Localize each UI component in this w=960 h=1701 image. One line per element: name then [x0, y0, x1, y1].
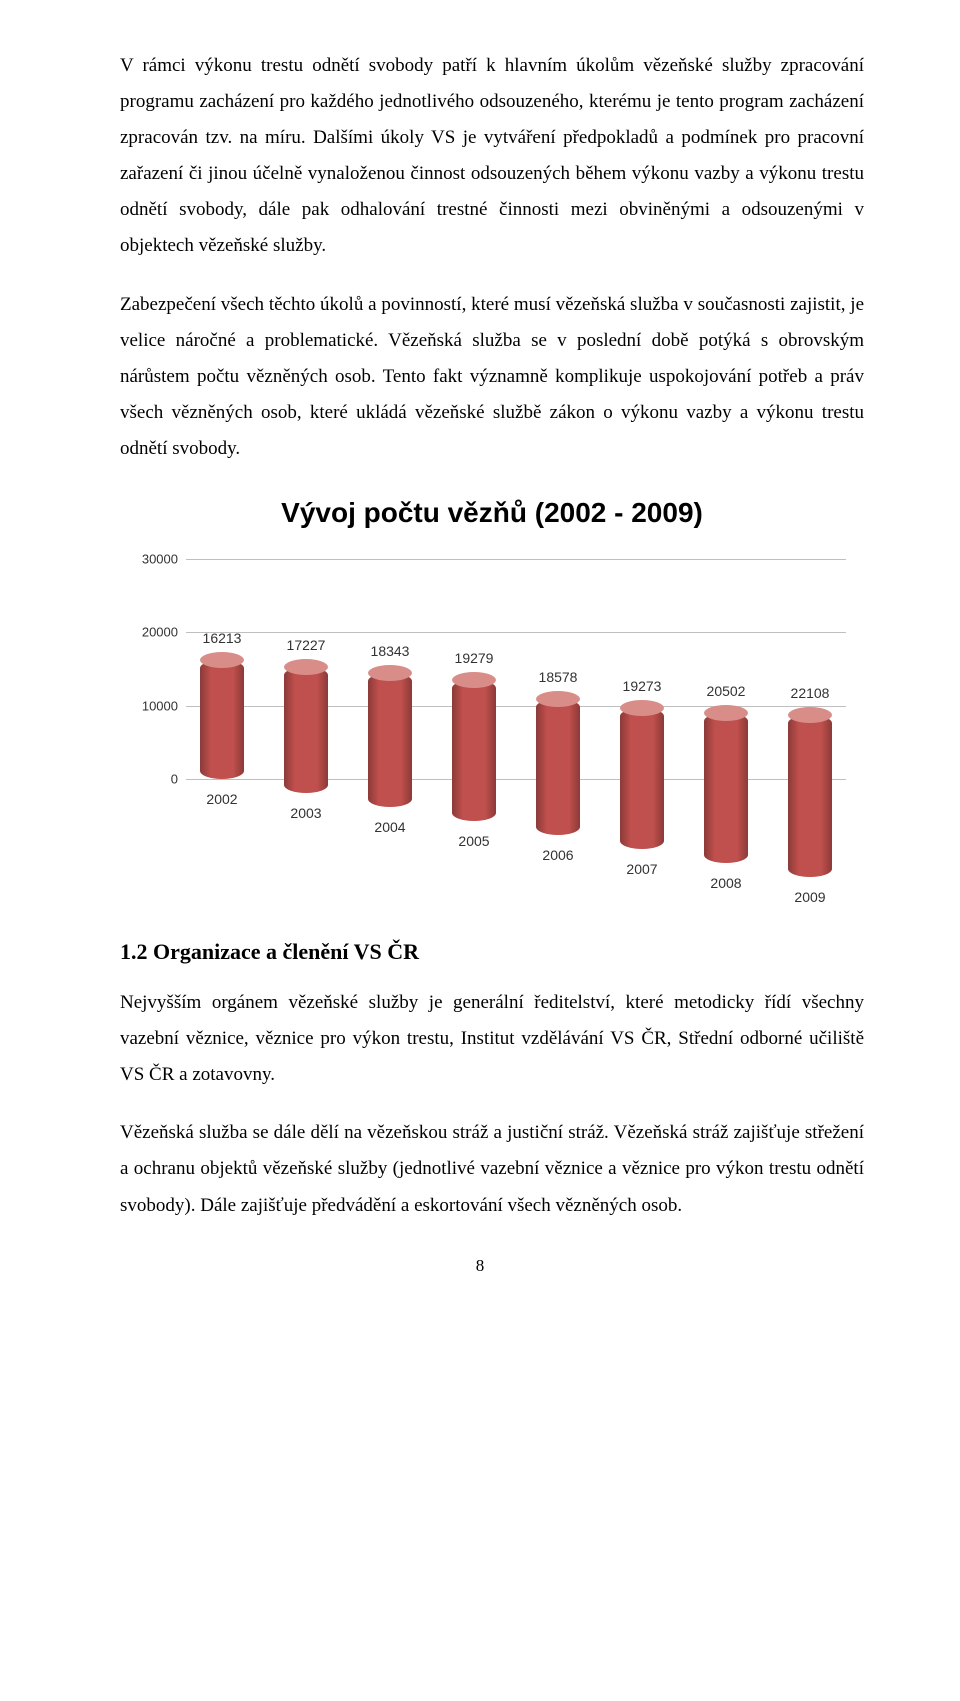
chart-title: Vývoj počtu vězňů (2002 - 2009) [120, 497, 864, 529]
section-heading-1-2: 1.2 Organizace a členění VS ČR [120, 939, 864, 965]
gridline [186, 559, 846, 560]
bar: 19279 [452, 680, 496, 821]
bar-value-label: 22108 [774, 685, 846, 701]
x-tick-label: 2004 [360, 819, 420, 835]
bar-value-label: 18578 [522, 669, 594, 685]
gridline [186, 632, 846, 633]
paragraph-3: Nejvyšším orgánem vězeňské služby je gen… [120, 985, 864, 1093]
bar-value-label: 16213 [186, 630, 258, 646]
y-tick-label: 30000 [122, 552, 178, 567]
prisoner-count-chart: 0 10000 20000 30000 16213 17227 18343 19279 185… [122, 539, 862, 879]
bar-value-label: 19273 [606, 678, 678, 694]
x-tick-label: 2002 [192, 791, 252, 807]
y-tick-label: 20000 [122, 625, 178, 640]
page-number: 8 [0, 1256, 960, 1276]
bar: 18578 [536, 699, 580, 835]
bar: 16213 [200, 660, 244, 779]
paragraph-2: Zabezpečení všech těchto úkolů a povinno… [120, 287, 864, 467]
y-tick-label: 0 [122, 772, 178, 787]
bar-value-label: 19279 [438, 650, 510, 666]
x-tick-label: 2009 [780, 889, 840, 905]
x-tick-label: 2007 [612, 861, 672, 877]
bar: 19273 [620, 708, 664, 849]
x-tick-label: 2008 [696, 875, 756, 891]
bar: 20502 [704, 713, 748, 863]
x-tick-label: 2005 [444, 833, 504, 849]
bar-value-label: 20502 [690, 683, 762, 699]
paragraph-1: V rámci výkonu trestu odnětí svobody pat… [120, 48, 864, 265]
bar-value-label: 17227 [270, 637, 342, 653]
paragraph-4: Vězeňská služba se dále dělí na vězeňsko… [120, 1115, 864, 1223]
y-tick-label: 10000 [122, 698, 178, 713]
bar: 18343 [368, 673, 412, 808]
x-tick-label: 2006 [528, 847, 588, 863]
bar: 22108 [788, 715, 832, 877]
bar: 17227 [284, 667, 328, 793]
bar-value-label: 18343 [354, 643, 426, 659]
x-tick-label: 2003 [276, 805, 336, 821]
